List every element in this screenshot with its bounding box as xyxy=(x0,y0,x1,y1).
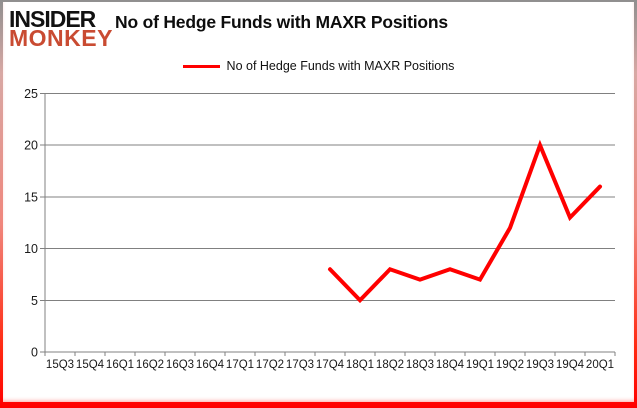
x-tick-label: 19Q4 xyxy=(556,359,585,371)
y-tick-label: 15 xyxy=(24,190,38,204)
x-tick-label: 17Q3 xyxy=(286,359,314,371)
series-line xyxy=(328,139,602,304)
y-tick-label: 10 xyxy=(24,242,38,256)
x-tick-label: 17Q4 xyxy=(316,359,345,371)
x-tick-label: 17Q1 xyxy=(226,359,254,371)
x-tick-label: 15Q3 xyxy=(46,359,74,371)
x-tick-label: 20Q1 xyxy=(586,359,614,371)
x-tick-label: 19Q3 xyxy=(526,359,554,371)
y-tick-label: 25 xyxy=(24,87,38,101)
x-tick-label: 18Q3 xyxy=(406,359,434,371)
x-tick-label: 19Q1 xyxy=(466,359,494,371)
x-tick-label: 16Q2 xyxy=(136,359,164,371)
x-tick-label: 16Q4 xyxy=(196,359,225,371)
x-tick-label: 18Q4 xyxy=(436,359,465,371)
logo-word-insider: INSIDER xyxy=(9,6,96,32)
x-tick-label: 18Q2 xyxy=(376,359,404,371)
insider-monkey-logo: INSIDER MONKEY xyxy=(9,6,113,51)
x-tick-label: 16Q3 xyxy=(166,359,194,371)
legend-line-swatch xyxy=(182,64,220,68)
logo-word-monkey: MONKEY xyxy=(9,25,113,51)
x-tick-label: 15Q4 xyxy=(76,359,105,371)
y-tick-label: 20 xyxy=(24,139,38,153)
chart-canvas: INSIDER MONKEY No of Hedge Funds with MA… xyxy=(3,2,634,402)
chart-title: No of Hedge Funds with MAXR Positions xyxy=(115,12,448,32)
x-tick-label: 18Q1 xyxy=(346,359,374,371)
y-tick-label: 0 xyxy=(31,346,38,360)
x-tick-label: 17Q2 xyxy=(256,359,284,371)
x-tick-label: 19Q2 xyxy=(496,359,524,371)
x-tick-label: 16Q1 xyxy=(106,359,134,371)
legend: No of Hedge Funds with MAXR Positions xyxy=(3,59,634,73)
legend-label: No of Hedge Funds with MAXR Positions xyxy=(226,59,455,73)
y-tick-label: 5 xyxy=(31,294,38,308)
